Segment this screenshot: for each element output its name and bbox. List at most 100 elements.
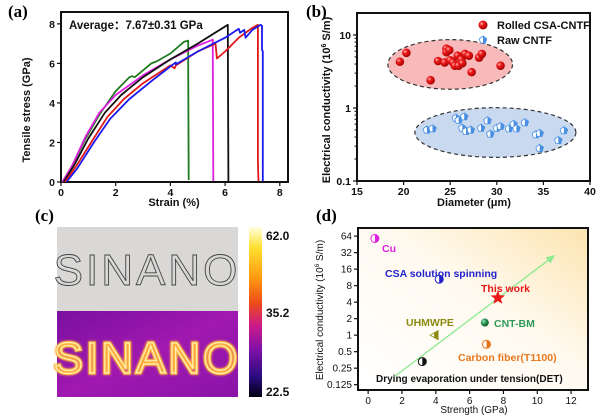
label-this-work: This work [481, 283, 530, 295]
y-tick-label: 10 [339, 30, 351, 42]
series-line-blue [65, 23, 264, 183]
y-tick-label: 0.5 [338, 347, 352, 358]
point-carbon-fiber-t1100 [482, 339, 491, 349]
label-csa-solution-spinning: CSA solution spinning [385, 268, 497, 280]
label-cnt-bm: CNT-BM [494, 318, 535, 330]
infrared-background [57, 311, 238, 397]
panel-a-label: (a) [8, 2, 28, 21]
raw-cntf-marker-fill [487, 116, 492, 124]
legend-marker-raw [478, 35, 488, 44]
point-raw-cntf [466, 125, 475, 134]
point-rolled-csa-cntf [477, 49, 487, 59]
point-rolled-csa-cntf [426, 75, 435, 85]
x-tick-label: 6 [467, 396, 473, 407]
y-tick-label: 4 [49, 98, 55, 110]
point-rolled-csa-cntf [444, 45, 454, 55]
series-group-a [61, 23, 264, 183]
raw-cntf-marker-fill [470, 126, 475, 134]
y-tick-label: 0.1 [336, 176, 351, 188]
y-tick-label: 0 [49, 177, 55, 189]
y-axis-label-b: Electrical conductivity (106 S/m) [321, 16, 333, 183]
raw-cntf-marker-fill [516, 124, 521, 132]
point-rolled-csa-cntf [433, 56, 443, 66]
point-rolled-csa-cntf [395, 57, 405, 67]
point-cu [370, 234, 380, 243]
x-tick-label: 4 [167, 187, 173, 199]
panel-b-label: (b) [306, 2, 327, 21]
label-cu: Cu [382, 243, 396, 255]
series-line-red [64, 23, 260, 183]
y-axis-label-a: Tensile stress (GPa) [21, 57, 33, 162]
raw-cntf-marker-fill [508, 124, 513, 132]
legend-b: Rolled CSA-CNTF Raw CNTF [478, 20, 590, 47]
point-raw-cntf [483, 116, 492, 125]
raw-cntf-marker-fill [490, 130, 495, 138]
point-this-work [490, 290, 505, 304]
panel-d-label: (d) [316, 206, 337, 225]
point-raw-cntf [520, 118, 530, 127]
point-rolled-csa-cntf [464, 51, 474, 61]
plot-frame-d [357, 227, 589, 391]
point-raw-cntf [459, 112, 469, 121]
series-line-black [62, 23, 230, 183]
y-tick-label: 8 [346, 281, 352, 292]
x-axis-label-a: Strain (%) [148, 197, 200, 209]
raw-cntf-marker-fill [481, 124, 485, 132]
raw-cntf-marker-fill [500, 122, 505, 130]
legend-label-rolled: Rolled CSA-CNTF [497, 20, 590, 32]
x-ticks-d: 0 2 4 6 8 10 12 [365, 390, 577, 407]
point-cnt-bm [480, 318, 489, 327]
legend-marker-rolled [478, 20, 488, 30]
raw-cntf-marker-fill [432, 124, 437, 132]
x-tick-label: 0 [58, 187, 64, 199]
point-uhmwpe [429, 330, 439, 341]
x-tick-label: 20 [398, 186, 410, 198]
y-ticks-d: 0.125 0.25 0.5 1 2 4 8 16 32 64 [327, 232, 358, 391]
x-tick-label: 2 [113, 187, 119, 199]
x-tick-label: 6 [222, 187, 228, 199]
marker-fill [422, 357, 427, 366]
x-tick-label: 8 [277, 187, 283, 199]
raw-cntf-marker-fill [563, 126, 568, 134]
x-tick-label: 25 [444, 186, 456, 198]
trend-arrow [393, 255, 556, 378]
panel-a: (a) 0 2 4 6 8 0 2 4 6 8 Average：7.67±0.31 GPa St… [8, 2, 289, 209]
panel-c: (c) SINANO SINANO SINANO 62.0 35.2 22.5 [35, 206, 290, 399]
y-ticks-b: 0.1 1 10 [336, 30, 357, 188]
y-tick-label: 32 [341, 248, 353, 259]
x-tick-label: 10 [532, 396, 544, 407]
x-ticks-a: 0 2 4 6 8 [58, 182, 283, 199]
photo-background [57, 227, 238, 311]
x-tick-label: 8 [501, 396, 507, 407]
raw-cntf-marker-fill [539, 129, 544, 137]
average-annotation: Average：7.67±0.31 GPa [69, 20, 203, 32]
point-rolled-csa-cntf [402, 48, 411, 58]
y-tick-label: 0.125 [327, 380, 352, 391]
plot-frame-b [356, 12, 591, 182]
colorbar-max: 62.0 [266, 229, 290, 243]
x-tick-label: 4 [433, 396, 439, 407]
y-tick-label: 1 [345, 103, 351, 115]
x-tick-label: 12 [566, 396, 578, 407]
colorbar-min: 22.5 [266, 385, 290, 399]
point-rolled-csa-cntf [458, 58, 467, 68]
photo-optical: SINANO [53, 227, 238, 311]
panel-c-label: (c) [35, 206, 54, 225]
plot-frame-a [60, 11, 289, 183]
raw-cntf-ellipse [414, 107, 577, 158]
series-line-green [61, 39, 190, 183]
infrared-text-glow: SINANO [54, 334, 241, 383]
point-raw-cntf [476, 123, 486, 132]
raw-cntf-marker-fill [458, 116, 463, 124]
y-tick-label: 16 [341, 265, 353, 276]
x-axis-label-d: Strength (GPa) [440, 405, 507, 416]
point-raw-cntf [428, 124, 437, 133]
point-det [417, 357, 427, 367]
raw-cntf-marker-fill [558, 136, 563, 144]
point-raw-cntf [486, 129, 495, 138]
y-tick-label: 2 [49, 137, 55, 149]
colorbar [249, 227, 262, 397]
points-group-b [395, 44, 569, 152]
